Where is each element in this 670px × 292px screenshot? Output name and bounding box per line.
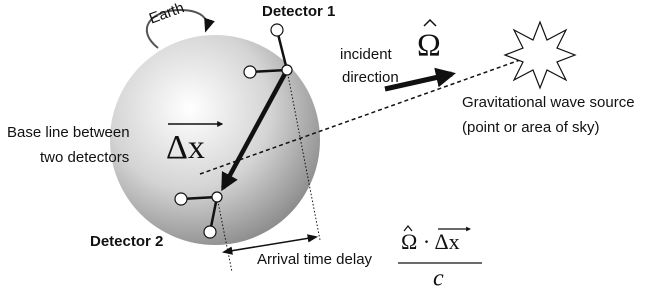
incident-label: incident xyxy=(340,46,393,63)
fraction-numerator: Ω · Δx xyxy=(401,229,460,254)
baseline-label: Base line between xyxy=(7,124,130,141)
omega-symbol: Ω xyxy=(417,26,441,62)
diagram: Earth Detector 1 Detector 2 incident dir… xyxy=(0,0,670,292)
detector-label: Detector 2 xyxy=(90,233,163,250)
incident-label: direction xyxy=(342,69,399,86)
fraction-denominator: c xyxy=(433,266,444,292)
detector-label: Detector 1 xyxy=(262,3,335,20)
hat xyxy=(424,20,436,26)
delay-label: Arrival time delay xyxy=(257,251,373,268)
baseline-label: two detectors xyxy=(40,149,129,166)
source-star xyxy=(505,22,575,88)
earth-label: Earth xyxy=(147,0,187,27)
source-label: Gravitational wave source xyxy=(462,94,635,111)
source-label: (point or area of sky) xyxy=(462,119,600,136)
delta-x-symbol: Δx xyxy=(166,129,205,166)
